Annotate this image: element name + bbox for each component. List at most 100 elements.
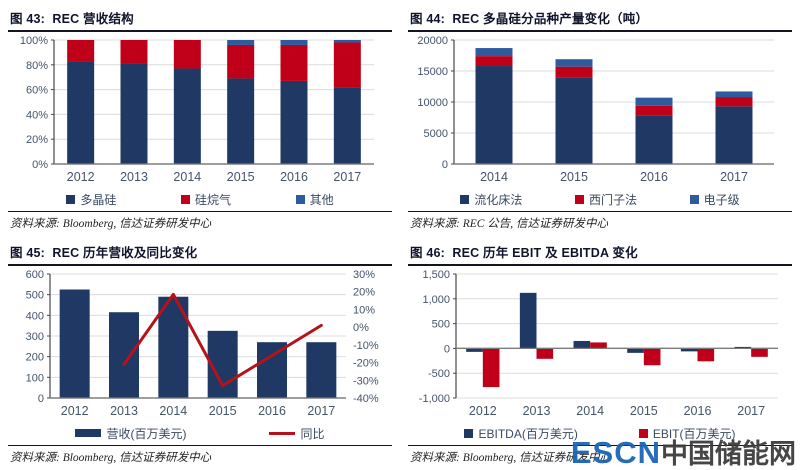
gridlines: [54, 39, 374, 165]
bar: [751, 348, 768, 357]
legend-swatch: [460, 194, 470, 204]
bar-segment: [635, 115, 673, 164]
legend-swatch: [295, 194, 305, 204]
bar-segment: [555, 77, 593, 164]
stacked-bar-chart-polysilicon-output: 0 5000 10000 15000 20000 2014 2015 2016 2017: [417, 35, 774, 184]
bar-segment: [280, 44, 308, 81]
source-note: 资料来源: Bloomberg, 信达证券研发中心: [408, 445, 792, 465]
legend-item: 其他: [295, 191, 334, 208]
svg-text:2015: 2015: [630, 404, 658, 418]
bar: [466, 348, 483, 352]
grouped-bar-chart-ebit-ebitda: -1,000 -500 0 500 1,000 1,500 2012 2013 2014 2015…: [419, 269, 778, 418]
bar-segment: [715, 106, 753, 164]
svg-text:20%: 20%: [353, 287, 375, 299]
bar-segment: [635, 97, 673, 106]
legend-item: 多晶硅: [66, 191, 116, 208]
svg-text:-500: -500: [428, 368, 450, 380]
bar-segment: [475, 56, 513, 67]
bar-segment: [173, 40, 201, 69]
bar-segment: [475, 48, 513, 57]
bar: [627, 348, 644, 353]
bar-segment: [280, 40, 308, 45]
svg-text:2016: 2016: [258, 404, 286, 418]
bar-segment: [333, 42, 361, 88]
revenue-bar: [59, 289, 90, 398]
chart-legend: EBITDA(百万美元) EBIT(百万美元): [408, 424, 792, 442]
svg-text:0: 0: [444, 343, 450, 355]
svg-text:-30%: -30%: [353, 375, 379, 387]
source-note: 资料来源: Bloomberg, 信达证券研发中心: [8, 445, 392, 465]
y-axis-labels: 0 100 200 300 400 500 600: [26, 269, 44, 405]
legend-label: EBIT(百万美元): [652, 426, 736, 441]
legend-item: 流化床法: [460, 191, 522, 208]
chart-legend: 流化床法 西门子法 电子级: [408, 190, 792, 208]
svg-text:15000: 15000: [417, 66, 448, 78]
svg-text:400: 400: [26, 310, 44, 322]
svg-text:2014: 2014: [173, 170, 201, 184]
bar-segment: [67, 61, 95, 164]
bar-segment: [227, 40, 255, 45]
svg-text:-40%: -40%: [353, 393, 379, 405]
legend-label: 硅烷气: [194, 192, 231, 207]
svg-text:2013: 2013: [120, 170, 148, 184]
y-axis-labels: -1,000 -500 0 500 1,000 1,500: [419, 269, 450, 405]
bar-segment: [67, 40, 95, 62]
legend-item: 同比: [269, 425, 324, 442]
legend-label: 电子级: [703, 192, 740, 207]
svg-text:30%: 30%: [353, 269, 375, 281]
source-note: 资料来源: REC 公告, 信达证券研发中心: [408, 211, 792, 231]
bar-segment: [333, 87, 361, 164]
svg-text:1,000: 1,000: [422, 294, 450, 306]
svg-text:1,500: 1,500: [422, 269, 450, 281]
figure-title: 图 45: REC 历年营收及同比变化: [8, 240, 392, 266]
svg-text:20000: 20000: [417, 35, 448, 47]
legend-item: 电子级: [689, 191, 740, 208]
svg-text:2014: 2014: [159, 404, 187, 418]
bar-segment: [635, 105, 673, 116]
svg-text:2013: 2013: [523, 404, 551, 418]
svg-text:2012: 2012: [61, 404, 89, 418]
legend-label: 营收(百万美元): [106, 426, 187, 441]
svg-text:60%: 60%: [26, 85, 48, 97]
escn-logo-text: ESCN: [570, 435, 661, 470]
bar-segment: [120, 63, 148, 164]
svg-text:-1,000: -1,000: [419, 393, 450, 405]
cn-watermark-text: 中国储能网: [661, 439, 796, 469]
bar: [573, 340, 591, 349]
svg-text:40%: 40%: [26, 109, 48, 121]
revenue-bar: [109, 312, 139, 398]
x-axis-labels: 2012 2013 2014 2015 2016 2017: [61, 404, 336, 418]
legend-label: 同比: [300, 426, 325, 441]
svg-text:2015: 2015: [560, 170, 588, 184]
svg-text:80%: 80%: [26, 60, 48, 72]
svg-text:-10%: -10%: [353, 340, 379, 352]
panel-fig45: 图 45: REC 历年营收及同比变化 0 100 200 300 400 500 600 2…: [8, 240, 392, 468]
svg-text:2016: 2016: [280, 170, 308, 184]
legend-item: 营收(百万美元): [75, 425, 186, 442]
legend-swatch: [689, 194, 699, 204]
svg-text:600: 600: [26, 269, 44, 281]
bar-segment: [715, 91, 753, 98]
svg-text:2015: 2015: [209, 404, 237, 418]
svg-text:10%: 10%: [353, 304, 375, 316]
legend-swatch: [464, 428, 474, 438]
legend-item: EBIT(百万美元): [638, 425, 736, 442]
svg-text:-20%: -20%: [353, 358, 379, 370]
panel-fig44: 图 44: REC 多晶硅分品种产量变化（吨） 0 5000 10000 15000 2…: [408, 6, 792, 234]
bar-segment: [555, 66, 593, 78]
figures-grid: 图 43: REC 营收结构 0% 20% 40% 60% 80% 100% 2012 201…: [8, 6, 792, 468]
bar: [643, 348, 661, 366]
svg-text:0%: 0%: [353, 322, 369, 334]
svg-text:20%: 20%: [26, 134, 48, 146]
svg-text:2013: 2013: [110, 404, 138, 418]
svg-text:2017: 2017: [333, 170, 361, 184]
svg-text:200: 200: [26, 352, 44, 364]
figure-title: 图 43: REC 营收结构: [8, 6, 392, 32]
bar: [734, 346, 752, 349]
bars: [475, 48, 753, 164]
svg-text:2016: 2016: [684, 404, 712, 418]
svg-text:2017: 2017: [720, 170, 748, 184]
legend-swatch: [574, 194, 584, 204]
figure-title: 图 44: REC 多晶硅分品种产量变化（吨）: [408, 6, 792, 32]
